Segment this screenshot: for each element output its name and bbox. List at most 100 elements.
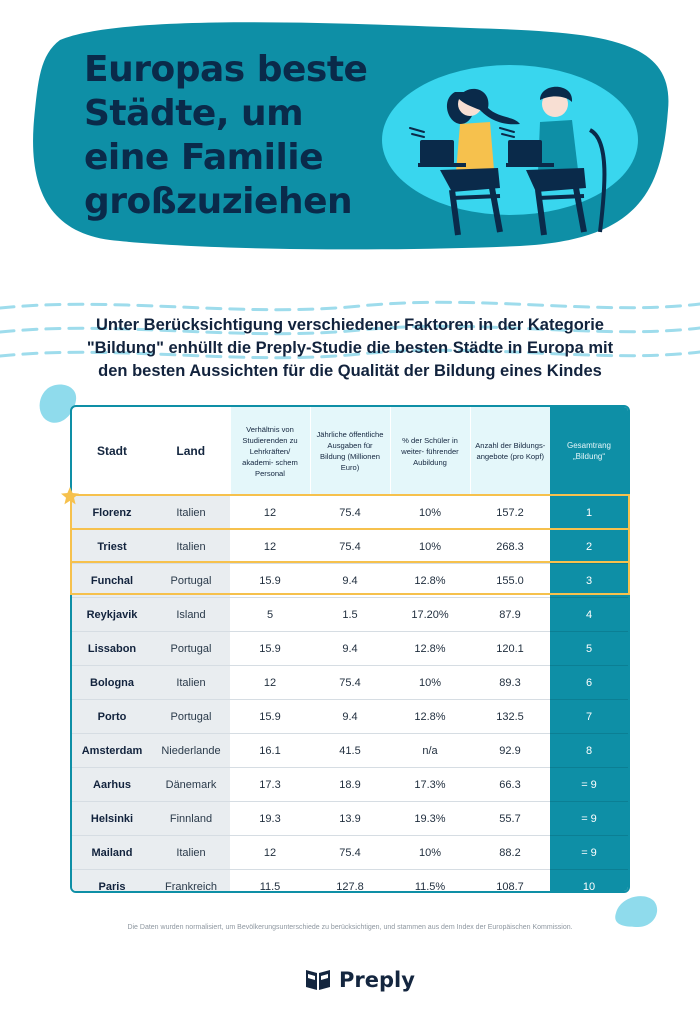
header-country: Land bbox=[176, 444, 206, 458]
cell-country: Island bbox=[152, 597, 230, 632]
cell-rank: = 9 bbox=[550, 801, 628, 836]
cell-country: Niederlande bbox=[152, 733, 230, 768]
cell-ratio: 12 bbox=[230, 495, 310, 530]
cell-ratio: 16.1 bbox=[230, 733, 310, 768]
cell-spending: 127.8 bbox=[310, 869, 390, 891]
table-row: Reykjavik Island 5 1.5 17.20% 87.9 4 bbox=[72, 597, 628, 632]
cell-ratio: 19.3 bbox=[230, 801, 310, 836]
table-row: Bologna Italien 12 75.4 10% 89.3 6 bbox=[72, 665, 628, 700]
cell-spending: 9.4 bbox=[310, 563, 390, 598]
cell-further: 11.5% bbox=[390, 869, 470, 891]
cell-offers: 92.9 bbox=[470, 733, 550, 768]
cell-rank: 10 bbox=[550, 869, 628, 891]
cell-spending: 1.5 bbox=[310, 597, 390, 632]
cell-spending: 9.4 bbox=[310, 631, 390, 666]
table-row: Lissabon Portugal 15.9 9.4 12.8% 120.1 5 bbox=[72, 631, 628, 666]
decorative-blob bbox=[39, 384, 77, 423]
cell-country: Italien bbox=[152, 529, 230, 564]
cell-rank: 2 bbox=[550, 529, 628, 564]
cell-further: 12.8% bbox=[390, 699, 470, 734]
cell-country: Portugal bbox=[152, 631, 230, 666]
cell-city: Aarhus bbox=[72, 767, 152, 802]
cell-further: 19.3% bbox=[390, 801, 470, 836]
cell-spending: 75.4 bbox=[310, 529, 390, 564]
table-header-row: Stadt Land Verhältnis von Studierenden z… bbox=[72, 407, 628, 496]
cell-country: Portugal bbox=[152, 563, 230, 598]
cell-ratio: 17.3 bbox=[230, 767, 310, 802]
cell-ratio: 15.9 bbox=[230, 631, 310, 666]
footnote: Die Daten wurden normalisiert, um Bevölk… bbox=[127, 924, 573, 931]
cell-spending: 13.9 bbox=[310, 801, 390, 836]
cell-country: Dänemark bbox=[152, 767, 230, 802]
cell-country: Italien bbox=[152, 835, 230, 870]
cell-spending: 18.9 bbox=[310, 767, 390, 802]
cell-city: Bologna bbox=[72, 665, 152, 700]
cell-ratio: 5 bbox=[230, 597, 310, 632]
cell-spending: 75.4 bbox=[310, 495, 390, 530]
cell-further: 10% bbox=[390, 495, 470, 530]
cell-further: 12.8% bbox=[390, 563, 470, 598]
cell-rank: 3 bbox=[550, 563, 628, 598]
header-further: % der Schüler in weiter- führender Aubil… bbox=[389, 407, 470, 496]
cell-offers: 66.3 bbox=[470, 767, 550, 802]
cell-further: n/a bbox=[390, 733, 470, 768]
cell-rank: 4 bbox=[550, 597, 628, 632]
cell-spending: 41.5 bbox=[310, 733, 390, 768]
cell-city: Paris bbox=[72, 869, 152, 891]
cell-city: Amsterdam bbox=[72, 733, 152, 768]
cell-further: 10% bbox=[390, 529, 470, 564]
star-icon bbox=[61, 487, 79, 505]
decorative-waves bbox=[0, 300, 700, 360]
cell-rank: 6 bbox=[550, 665, 628, 700]
table-row: Funchal Portugal 15.9 9.4 12.8% 155.0 3 bbox=[72, 563, 628, 598]
cell-offers: 87.9 bbox=[470, 597, 550, 632]
cell-rank: 7 bbox=[550, 699, 628, 734]
cell-rank: 5 bbox=[550, 631, 628, 666]
table-row: Helsinki Finnland 19.3 13.9 19.3% 55.7 = 9 bbox=[72, 801, 628, 836]
cell-ratio: 11.5 bbox=[230, 869, 310, 891]
header-spending: Jährliche öffentliche Ausgaben für Bildu… bbox=[309, 407, 390, 496]
preply-logo-text: Preply bbox=[339, 968, 415, 992]
table-row: Triest Italien 12 75.4 10% 268.3 2 bbox=[72, 529, 628, 564]
cell-offers: 55.7 bbox=[470, 801, 550, 836]
cell-offers: 88.2 bbox=[470, 835, 550, 870]
cell-ratio: 12 bbox=[230, 529, 310, 564]
header-offers: Anzahl der Bildungs- angebote (pro Kopf) bbox=[469, 407, 550, 496]
cell-city: Helsinki bbox=[72, 801, 152, 836]
decorative-blob bbox=[615, 896, 658, 927]
cell-rank: = 9 bbox=[550, 767, 628, 802]
cell-further: 17.3% bbox=[390, 767, 470, 802]
preply-logo: Preply bbox=[305, 968, 415, 992]
cell-city: Lissabon bbox=[72, 631, 152, 666]
header-city: Stadt bbox=[97, 444, 127, 458]
student-boy-icon bbox=[506, 86, 607, 236]
cell-rank: 8 bbox=[550, 733, 628, 768]
student-girl-icon bbox=[418, 88, 520, 236]
cell-offers: 268.3 bbox=[470, 529, 550, 564]
cell-spending: 75.4 bbox=[310, 835, 390, 870]
cell-spending: 75.4 bbox=[310, 665, 390, 700]
page-title: Europas beste Städte, um eine Familie gr… bbox=[84, 49, 368, 222]
intro-text: Unter Berücksichtigung verschiedener Fak… bbox=[86, 315, 614, 380]
cell-country: Italien bbox=[152, 665, 230, 700]
cell-country: Portugal bbox=[152, 699, 230, 734]
cell-city: Funchal bbox=[72, 563, 152, 598]
cell-ratio: 15.9 bbox=[230, 563, 310, 598]
cell-spending: 9.4 bbox=[310, 699, 390, 734]
cell-country: Frankreich bbox=[152, 869, 230, 891]
hero-illustration bbox=[33, 22, 669, 250]
table-row: Amsterdam Niederlande 16.1 41.5 n/a 92.9 8 bbox=[72, 733, 628, 768]
cell-offers: 155.0 bbox=[470, 563, 550, 598]
education-ranking-table: Stadt Land Verhältnis von Studierenden z… bbox=[70, 405, 630, 893]
table-row: Florenz Italien 12 75.4 10% 157.2 1 bbox=[72, 495, 628, 530]
cell-ratio: 12 bbox=[230, 835, 310, 870]
header-ratio: Verhältnis von Studierenden zu Lehrkräft… bbox=[229, 407, 310, 496]
cell-offers: 132.5 bbox=[470, 699, 550, 734]
cell-offers: 108.7 bbox=[470, 869, 550, 891]
cell-rank: = 9 bbox=[550, 835, 628, 870]
cell-city: Florenz bbox=[72, 495, 152, 530]
cell-ratio: 15.9 bbox=[230, 699, 310, 734]
cell-ratio: 12 bbox=[230, 665, 310, 700]
cell-city: Porto bbox=[72, 699, 152, 734]
table-row: Porto Portugal 15.9 9.4 12.8% 132.5 7 bbox=[72, 699, 628, 734]
